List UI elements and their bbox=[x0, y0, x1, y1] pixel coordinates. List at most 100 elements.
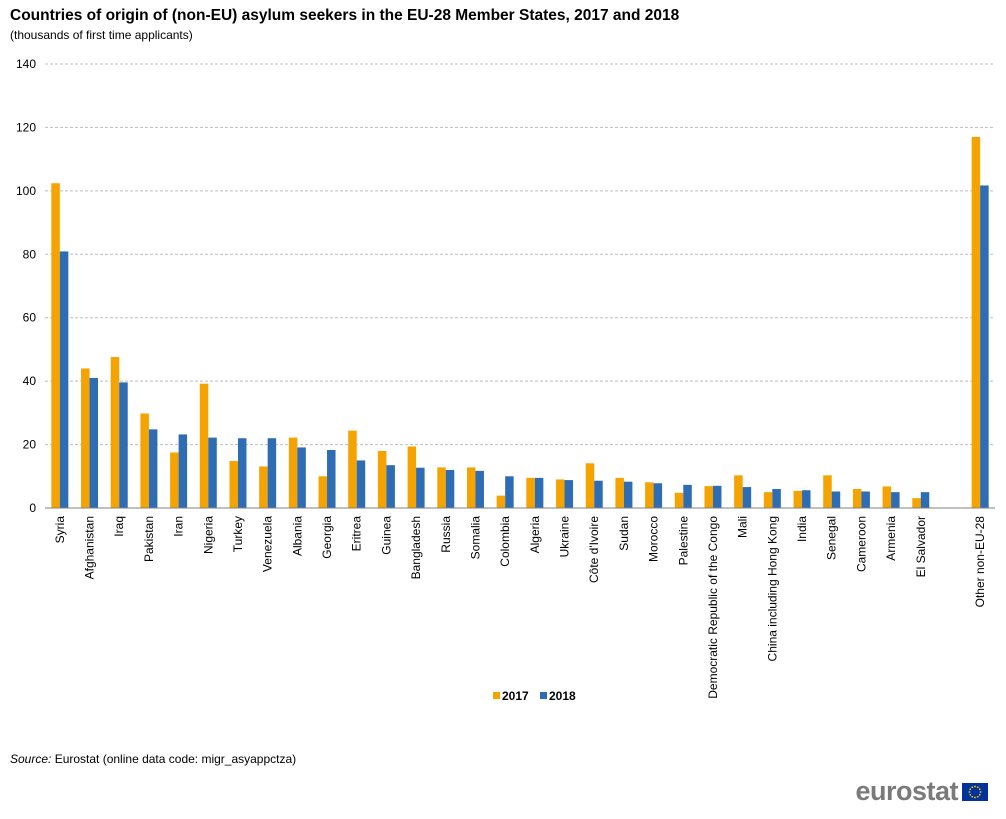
flag-star bbox=[969, 793, 972, 796]
bar-2017-morocco bbox=[645, 482, 654, 508]
x-tick-label: Nigeria bbox=[201, 516, 215, 554]
bar-2018-algeria bbox=[534, 477, 544, 508]
legend: 2017 2018 bbox=[493, 689, 576, 703]
bar-2018-senegal bbox=[831, 491, 841, 508]
x-tick-label: Iran bbox=[172, 516, 186, 537]
bar-2018-palestine bbox=[683, 484, 692, 508]
bar-2018-china-including-hong-kong bbox=[772, 488, 781, 508]
y-tick-label: 20 bbox=[23, 438, 37, 452]
source-note: Source: Eurostat (online data code: migr… bbox=[10, 752, 296, 766]
legend-swatch-2018 bbox=[540, 692, 547, 699]
x-tick-label: Cameroon bbox=[854, 516, 868, 572]
bar-2018-eritrea bbox=[356, 460, 366, 508]
bar-2017-guinea bbox=[377, 450, 387, 508]
bar-2018-iraq bbox=[119, 382, 128, 508]
flag-star bbox=[971, 795, 974, 798]
bar-2018-mali bbox=[742, 487, 752, 508]
x-tick-label: Venezuela bbox=[261, 516, 275, 572]
legend-label-2017: 2017 bbox=[502, 689, 529, 703]
flag-star bbox=[974, 796, 976, 798]
x-tick-label: India bbox=[795, 516, 809, 542]
x-tick-label: Guinea bbox=[379, 516, 393, 555]
y-tick-label: 140 bbox=[16, 57, 36, 71]
bar-2017-bangladesh bbox=[407, 446, 417, 508]
flag-star bbox=[979, 790, 982, 793]
bar-2017-turkey bbox=[229, 461, 238, 508]
bar-2018-other-non-eu-28 bbox=[980, 185, 989, 509]
y-axis-tick-labels: 0 20 40 60 80 100 120 140 bbox=[16, 57, 36, 515]
bar-2018-turkey bbox=[237, 438, 247, 508]
bar-2017-armenia bbox=[882, 486, 892, 508]
bar-2018-venezuela bbox=[267, 438, 277, 508]
bar-2018-russia bbox=[445, 469, 455, 508]
bar-2017-eritrea bbox=[348, 430, 357, 508]
bar-2017-venezuela bbox=[259, 466, 268, 508]
bar-2017-other-non-eu-28 bbox=[971, 136, 981, 508]
bar-2018-c-te-d-ivoire bbox=[594, 480, 603, 508]
x-tick-label: Colombia bbox=[498, 516, 512, 567]
bar-2018-pakistan bbox=[148, 429, 158, 508]
y-tick-label: 120 bbox=[16, 120, 36, 134]
bar-2018-el-salvador bbox=[920, 492, 930, 508]
bar-2018-morocco bbox=[653, 483, 663, 508]
x-tick-label: China including Hong Kong bbox=[765, 516, 779, 661]
x-tick-label: Armenia bbox=[884, 516, 898, 561]
chart-subtitle: (thousands of first time applicants) bbox=[10, 28, 193, 42]
bar-2018-sudan bbox=[623, 481, 633, 508]
y-tick-label: 100 bbox=[16, 184, 36, 198]
bar-2017-iran bbox=[170, 452, 179, 508]
bar-2017-georgia bbox=[318, 476, 328, 508]
chart-title: Countries of origin of (non-EU) asylum s… bbox=[10, 7, 680, 24]
x-tick-label: Georgia bbox=[320, 516, 334, 559]
eu-flag-icon bbox=[962, 782, 988, 801]
bar-2017-palestine bbox=[674, 492, 684, 508]
flag-star bbox=[978, 793, 981, 796]
bar-2017-iraq bbox=[110, 357, 120, 508]
bar-2018-guinea bbox=[386, 465, 395, 508]
bar-2018-afghanistan bbox=[89, 377, 99, 508]
eurostat-logo-text: eurostat bbox=[855, 776, 958, 806]
flag-star bbox=[978, 787, 981, 790]
x-tick-label: Morocco bbox=[647, 516, 661, 562]
legend-swatch-2017 bbox=[493, 692, 500, 699]
bar-2017-albania bbox=[288, 437, 298, 508]
x-tick-label: Mali bbox=[736, 516, 750, 538]
bar-2018-democratic-republic-of-the-congo bbox=[712, 485, 722, 508]
eurostat-logo: eurostat bbox=[855, 778, 988, 805]
flag-star bbox=[976, 795, 979, 798]
bar-2018-somalia bbox=[475, 470, 484, 508]
bar-2017-algeria bbox=[526, 477, 535, 508]
y-tick-label: 40 bbox=[23, 374, 37, 388]
x-tick-label: Iraq bbox=[112, 516, 126, 537]
flag-star bbox=[976, 785, 979, 788]
legend-label-2018: 2018 bbox=[549, 689, 576, 703]
x-tick-label: Ukraine bbox=[558, 516, 572, 558]
x-tick-label: Afghanistan bbox=[83, 516, 97, 579]
x-tick-label: Algeria bbox=[528, 516, 542, 554]
x-tick-label: Syria bbox=[53, 516, 67, 544]
bar-2017-nigeria bbox=[199, 383, 209, 508]
bar-2018-ukraine bbox=[564, 480, 574, 508]
x-tick-label: Democratic Republic of the Congo bbox=[706, 516, 720, 699]
x-tick-label: Other non-EU-28 bbox=[973, 516, 987, 608]
bar-2017-senegal bbox=[823, 475, 832, 508]
bar-2017-democratic-republic-of-the-congo bbox=[704, 486, 713, 508]
bar-2017-pakistan bbox=[140, 413, 149, 508]
bar-2017-india bbox=[793, 490, 803, 508]
bar-2017-afghanistan bbox=[81, 368, 90, 508]
bar-2017-somalia bbox=[466, 467, 476, 508]
y-tick-label: 0 bbox=[29, 501, 36, 515]
bar-2017-russia bbox=[437, 467, 446, 508]
x-tick-label: Bangladesh bbox=[409, 516, 423, 579]
bar-2017-c-te-d-ivoire bbox=[585, 463, 595, 508]
bar-2017-cameroon bbox=[852, 488, 862, 508]
x-axis-category-labels: Syria Afghanistan Iraq Pakistan Iran Nigeria T… bbox=[53, 516, 987, 699]
bar-2018-iran bbox=[178, 434, 188, 508]
flag-star bbox=[968, 790, 971, 793]
x-tick-label: Russia bbox=[439, 516, 453, 553]
bar-2017-mali bbox=[734, 475, 743, 508]
flag-star bbox=[974, 785, 976, 787]
bar-2018-albania bbox=[297, 447, 306, 508]
x-tick-label: Eritrea bbox=[350, 516, 364, 552]
bar-2018-cameroon bbox=[861, 491, 870, 508]
